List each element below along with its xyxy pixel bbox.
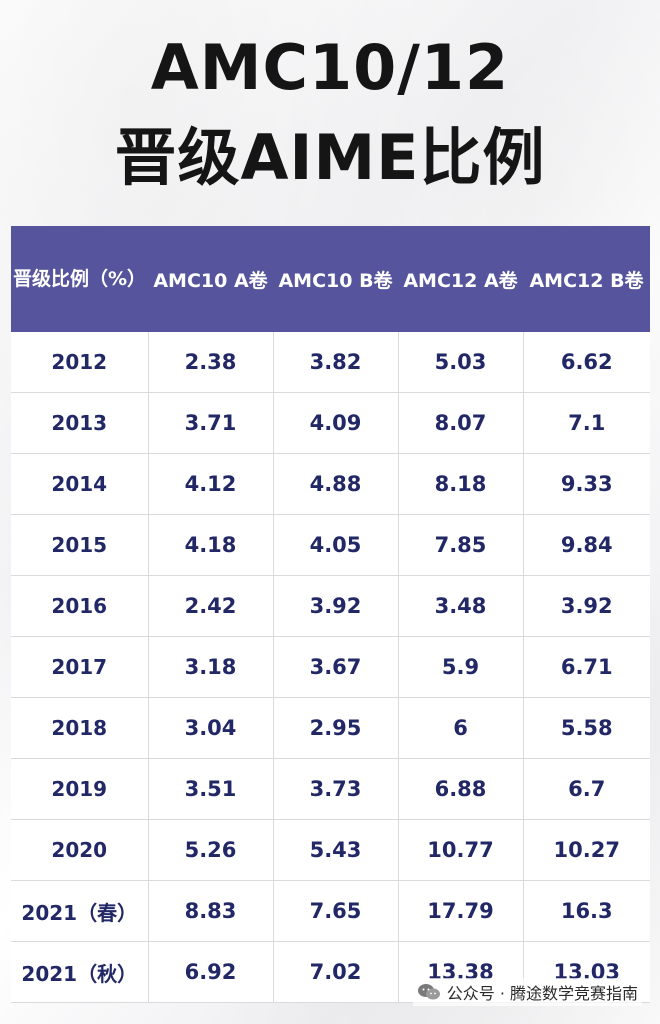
value-cell: 7.02 xyxy=(273,941,399,1003)
value-cell: 8.18 xyxy=(398,453,524,515)
value-cell: 7.85 xyxy=(398,514,524,576)
value-cell: 5.26 xyxy=(148,819,274,881)
year-cell: 2012 xyxy=(11,332,149,393)
value-cell: 5.58 xyxy=(523,697,650,759)
value-cell: 6.71 xyxy=(523,636,650,698)
year-cell: 2019 xyxy=(11,758,149,820)
value-cell: 10.77 xyxy=(398,819,524,881)
column-header: AMC12 B卷 xyxy=(523,226,650,332)
wechat-icon xyxy=(417,984,440,1000)
value-cell: 3.48 xyxy=(398,575,524,637)
year-cell: 2018 xyxy=(11,697,149,759)
table-row: 2015 4.18 4.05 7.85 9.84 xyxy=(11,514,650,576)
value-cell: 6.7 xyxy=(523,758,650,820)
table-row: 2016 2.42 3.92 3.48 3.92 xyxy=(11,575,650,637)
value-cell: 17.79 xyxy=(398,880,524,942)
table-row: 2013 3.71 4.09 8.07 7.1 xyxy=(11,392,650,454)
value-cell: 9.33 xyxy=(523,453,650,515)
value-cell: 5.43 xyxy=(273,819,399,881)
value-cell: 3.92 xyxy=(523,575,650,637)
value-cell: 3.51 xyxy=(148,758,274,820)
value-cell: 2.42 xyxy=(148,575,274,637)
value-cell: 8.83 xyxy=(148,880,274,942)
value-cell: 5.9 xyxy=(398,636,524,698)
value-cell: 3.71 xyxy=(148,392,274,454)
value-cell: 3.18 xyxy=(148,636,274,698)
value-cell: 4.05 xyxy=(273,514,399,576)
value-cell: 3.82 xyxy=(273,332,399,393)
watermark-text: 公众号 · 腾途数学竞赛指南 xyxy=(446,984,638,1003)
year-cell: 2021（春） xyxy=(11,880,149,942)
watermark: 公众号 · 腾途数学竞赛指南 xyxy=(412,978,642,1006)
year-cell: 2014 xyxy=(11,453,149,515)
column-header: AMC12 A卷 xyxy=(398,226,523,332)
column-header: AMC10 B卷 xyxy=(273,226,398,332)
year-cell: 2020 xyxy=(11,819,149,881)
value-cell: 6.88 xyxy=(398,758,524,820)
value-cell: 2.38 xyxy=(148,332,274,393)
value-cell: 4.88 xyxy=(273,453,399,515)
value-cell: 4.12 xyxy=(148,453,274,515)
value-cell: 2.95 xyxy=(273,697,399,759)
year-cell: 2016 xyxy=(11,575,149,637)
table-header-row: 晋级比例（%） AMC10 A卷 AMC10 B卷 AMC12 A卷 AMC12… xyxy=(11,226,650,332)
corner-header: 晋级比例（%） xyxy=(11,226,148,332)
table-row: 2018 3.04 2.95 6 5.58 xyxy=(11,697,650,759)
value-cell: 9.84 xyxy=(523,514,650,576)
page-title-line2: 晋级AIME比例 xyxy=(114,121,546,194)
value-cell: 16.3 xyxy=(523,880,650,942)
year-cell: 2017 xyxy=(11,636,149,698)
year-cell: 2021（秋） xyxy=(11,941,149,1003)
value-cell: 8.07 xyxy=(398,392,524,454)
value-cell: 3.92 xyxy=(273,575,399,637)
value-cell: 5.03 xyxy=(398,332,524,393)
aime-ratio-table: 晋级比例（%） AMC10 A卷 AMC10 B卷 AMC12 A卷 AMC12… xyxy=(11,226,650,1003)
table-row: 2014 4.12 4.88 8.18 9.33 xyxy=(11,453,650,515)
table-row: 2017 3.18 3.67 5.9 6.71 xyxy=(11,636,650,698)
table-row: 2019 3.51 3.73 6.88 6.7 xyxy=(11,758,650,820)
table-row: 2012 2.38 3.82 5.03 6.62 xyxy=(11,332,650,393)
value-cell: 3.67 xyxy=(273,636,399,698)
value-cell: 6 xyxy=(398,697,524,759)
table-row: 2020 5.26 5.43 10.77 10.27 xyxy=(11,819,650,881)
year-cell: 2015 xyxy=(11,514,149,576)
column-header: AMC10 A卷 xyxy=(148,226,273,332)
year-cell: 2013 xyxy=(11,392,149,454)
value-cell: 4.09 xyxy=(273,392,399,454)
value-cell: 4.18 xyxy=(148,514,274,576)
value-cell: 6.92 xyxy=(148,941,274,1003)
table-row: 2021（春） 8.83 7.65 17.79 16.3 xyxy=(11,880,650,942)
value-cell: 3.73 xyxy=(273,758,399,820)
value-cell: 6.62 xyxy=(523,332,650,393)
page-title-line1: AMC10/12 xyxy=(150,31,510,104)
value-cell: 3.04 xyxy=(148,697,274,759)
value-cell: 7.1 xyxy=(523,392,650,454)
value-cell: 7.65 xyxy=(273,880,399,942)
value-cell: 10.27 xyxy=(523,819,650,881)
